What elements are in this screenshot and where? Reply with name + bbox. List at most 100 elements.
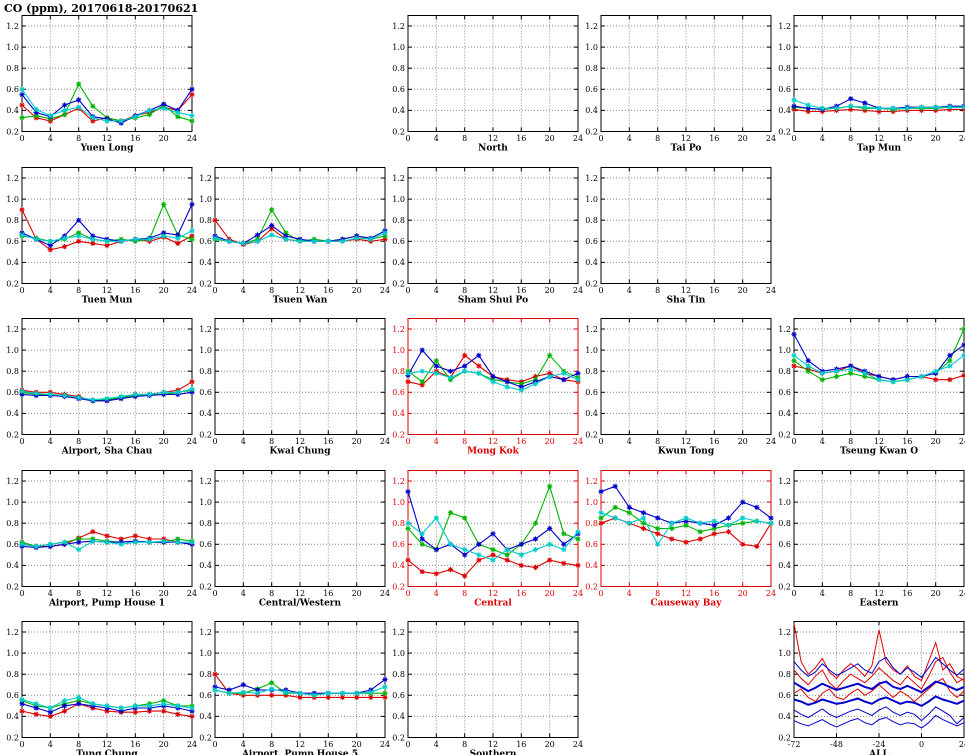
xtick-label: 12: [102, 437, 112, 446]
xtick-label: 12: [681, 286, 691, 295]
ytick-label: 0.4: [392, 409, 405, 418]
xtick-label: 20: [352, 286, 362, 295]
xtick-label: 8: [76, 740, 81, 749]
xtick-label: 12: [488, 740, 498, 749]
ytick-label: 0.2: [778, 582, 791, 591]
ytick-label: 0.2: [199, 430, 212, 439]
xtick-label: 24: [187, 437, 197, 446]
ytick-label: 1.2: [585, 325, 598, 334]
xtick-label: 12: [681, 134, 691, 143]
panel-mong-kok: 0.2 0.4 0.6 0.8 1.0 1.2 0 4 8 12 16 20 24 Mong Kok: [386, 318, 583, 457]
ytick-label: 1.0: [6, 498, 19, 507]
panel-title: Tung Chung: [76, 750, 138, 755]
series-markers-cyan: [405, 515, 581, 563]
ytick-label: 0.8: [778, 519, 791, 528]
ytick-label: 1.0: [199, 649, 212, 658]
panel-svg-north: 0.2 0.4 0.6 0.8 1.0 1.2 0 4 8 12 16 20 24 North: [392, 15, 583, 154]
ytick-label: 0.8: [392, 216, 405, 225]
xtick-label: 4: [241, 740, 246, 749]
xtick-label: 20: [159, 589, 169, 598]
series-markers-cyan: [19, 228, 195, 244]
xtick-label: 8: [462, 589, 467, 598]
ytick-label: 1.2: [392, 477, 405, 486]
xtick-label: 12: [295, 286, 305, 295]
ytick-label: 1.0: [199, 498, 212, 507]
xtick-label: 24: [959, 437, 965, 446]
panel-svg-causeway-bay: 0.2 0.4 0.6 0.8 1.0 1.2 0 4 8 12 16 20 24 Causeway Ba…: [585, 470, 776, 609]
xtick-label: 16: [323, 589, 333, 598]
xtick-label: 12: [295, 589, 305, 598]
panel-title: Mong Kok: [467, 447, 520, 457]
panel-title: Causeway Bay: [651, 599, 723, 609]
ytick-label: 1.2: [585, 174, 598, 183]
xtick-label: 0: [405, 437, 410, 446]
xtick-label: 16: [323, 740, 333, 749]
ytick-label: 0.2: [585, 430, 598, 439]
ytick-label: 0.8: [778, 670, 791, 679]
xtick-label: 8: [462, 437, 467, 446]
xtick-label: 16: [709, 286, 719, 295]
panel-central: 0.2 0.4 0.6 0.8 1.0 1.2 0 4 8 12 16 20 24 Central: [386, 470, 583, 609]
xtick-label: 4: [820, 437, 825, 446]
xtick-label: 4: [434, 589, 439, 598]
panel-tap-mun: 0.2 0.4 0.6 0.8 1.0 1.2 0 4 8 12 16 20 24 Tap Mun: [772, 15, 965, 154]
ytick-label: 0.8: [392, 367, 405, 376]
ytick-label: 0.6: [6, 540, 19, 549]
ytick-label: 0.2: [778, 733, 791, 742]
ytick-label: 1.2: [778, 325, 791, 334]
xtick-label: 8: [848, 134, 853, 143]
ytick-label: 0.2: [6, 582, 19, 591]
xtick-label: 24: [959, 134, 965, 143]
xtick-label: 24: [766, 134, 776, 143]
xtick-label: 16: [709, 437, 719, 446]
series-markers-cyan: [19, 86, 195, 124]
xtick-label: 0: [405, 134, 410, 143]
ytick-label: 1.2: [392, 174, 405, 183]
panel-svg-airport-pump-house-1: 0.2 0.4 0.6 0.8 1.0 1.2 0 4 8 12 16 20 24 Airport, Pu…: [6, 470, 197, 609]
panel-svg-mong-kok: 0.2 0.4 0.6 0.8 1.0 1.2 0 4 8 12 16 20 24 Mong Kok: [392, 318, 583, 457]
xtick-label: 20: [545, 589, 555, 598]
xtick-label: 4: [48, 134, 53, 143]
xtick-label: 24: [187, 740, 197, 749]
panel-title: Tuen Mun: [82, 296, 133, 306]
panel-title: ALL: [868, 750, 889, 755]
series-line-blue: [793, 656, 965, 679]
panel-title: Sham Shui Po: [458, 296, 528, 306]
ytick-label: 0.6: [392, 540, 405, 549]
xtick-label: 16: [516, 740, 526, 749]
ytick-label: 0.4: [585, 258, 598, 267]
panel-title: Sha Tin: [667, 296, 706, 306]
xtick-label: 0: [405, 286, 410, 295]
xtick-label: 4: [434, 740, 439, 749]
xtick-label: 16: [902, 589, 912, 598]
ytick-label: 0.8: [199, 216, 212, 225]
xtick-label: 16: [130, 589, 140, 598]
ytick-label: 0.6: [392, 691, 405, 700]
ytick-label: 0.6: [392, 388, 405, 397]
xtick-label: 12: [102, 740, 112, 749]
panel-kwun-tong: 0.2 0.4 0.6 0.8 1.0 1.2 0 4 8 12 16 20 24 Kwun Tong: [579, 318, 776, 457]
ytick-label: 0.6: [199, 540, 212, 549]
series-line-blue: [793, 680, 965, 694]
xtick-label: 20: [159, 286, 169, 295]
xtick-label: 24: [187, 286, 197, 295]
panel-svg-all: 0.2 0.4 0.6 0.8 1.0 1.2 -72 -48 -24 0 24 ALL: [778, 621, 965, 755]
ytick-label: 0.4: [585, 106, 598, 115]
ytick-label: 1.0: [585, 43, 598, 52]
panel-title: Yuen Long: [80, 144, 134, 154]
ytick-label: 1.0: [6, 43, 19, 52]
series-markers-cyan: [212, 230, 388, 246]
panel-causeway-bay: 0.2 0.4 0.6 0.8 1.0 1.2 0 4 8 12 16 20 24 Causeway Ba…: [579, 470, 776, 609]
panel-central-western: 0.2 0.4 0.6 0.8 1.0 1.2 0 4 8 12 16 20 24 Central/Wes…: [193, 470, 390, 609]
xtick-label: 24: [959, 740, 965, 749]
ytick-label: 0.8: [585, 367, 598, 376]
xtick-label: 20: [931, 437, 941, 446]
xtick-label: 0: [791, 134, 796, 143]
xtick-label: 12: [874, 589, 884, 598]
ytick-label: 1.0: [6, 346, 19, 355]
ytick-label: 0.2: [585, 127, 598, 136]
xtick-label: 12: [488, 589, 498, 598]
ytick-label: 0.8: [199, 519, 212, 528]
xtick-label: 8: [269, 740, 274, 749]
ytick-label: 0.2: [778, 430, 791, 439]
